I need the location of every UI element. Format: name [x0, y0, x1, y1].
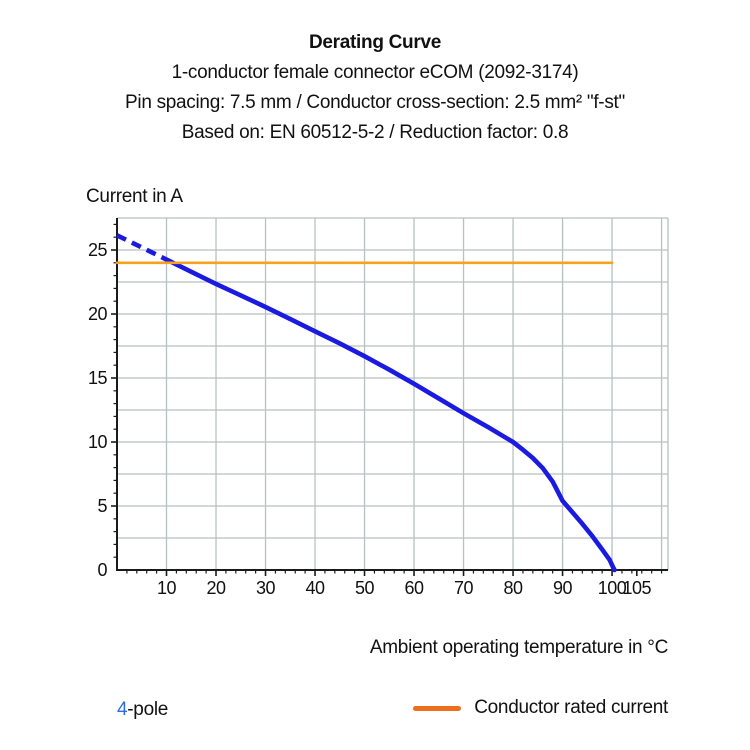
derating-curve-solid: [164, 257, 617, 573]
y-axis-title: Current in A: [86, 186, 183, 207]
chart-subtitle-product: 1-conductor female connector eCOM (2092-…: [171, 62, 579, 83]
derating-curve-dashed: [115, 233, 168, 262]
legend-pole-suffix: -pole: [127, 699, 169, 720]
x-tick-label: 100: [598, 578, 627, 598]
x-tick-label: 30: [256, 578, 276, 598]
rated-current-label: Conductor rated current: [474, 697, 668, 718]
rated-current-swatch: [413, 705, 462, 711]
x-tick-label: 105: [623, 578, 652, 598]
x-tick-label: 60: [405, 578, 425, 598]
x-axis-title: Ambient operating temperature in °C: [369, 637, 668, 658]
chart-title: Derating Curve: [308, 32, 441, 53]
chart-subtitle-specs: Pin spacing: 7.5 mm / Conductor cross-se…: [125, 92, 625, 113]
legend-rated-current: Conductor rated current: [413, 697, 668, 719]
y-tick-label: 5: [97, 496, 107, 516]
x-tick-label: 70: [454, 578, 474, 598]
chart-subtitle-standard: Based on: EN 60512-5-2 / Reduction facto…: [181, 122, 569, 143]
x-tick-label: 90: [553, 578, 573, 598]
legend-pole-count: 4: [117, 699, 128, 720]
y-tick-label: 15: [88, 368, 108, 388]
legend-pole-label: 4-pole: [117, 699, 168, 721]
y-tick-label: 25: [88, 240, 108, 260]
y-tick-label: 20: [88, 304, 108, 324]
y-tick-label: 0: [97, 560, 107, 580]
y-tick-label: 10: [88, 432, 108, 452]
x-tick-label: 20: [206, 578, 226, 598]
title-block: Derating Curve 1-conductor female connec…: [0, 28, 750, 148]
x-tick-label: 10: [157, 578, 177, 598]
x-tick-label: 80: [504, 578, 524, 598]
x-tick-label: 50: [355, 578, 375, 598]
x-tick-label: 40: [306, 578, 326, 598]
